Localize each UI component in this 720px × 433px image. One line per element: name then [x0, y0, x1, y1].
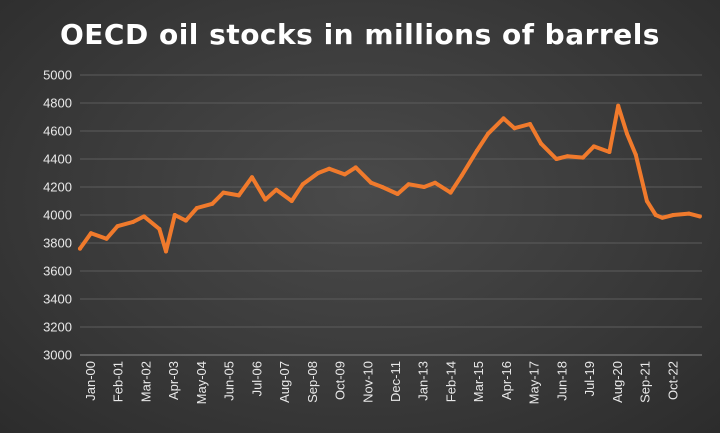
x-tick-label: Nov-10	[360, 361, 375, 403]
data-point	[274, 187, 279, 192]
data-point	[89, 231, 93, 236]
data-point	[142, 214, 146, 219]
y-tick-label: 3600	[43, 264, 72, 279]
data-point	[660, 215, 665, 220]
data-point	[580, 155, 585, 160]
x-tick-label: Apr-03	[166, 361, 181, 400]
y-tick-label: 4800	[43, 96, 72, 111]
y-tick-label: 4600	[43, 124, 72, 139]
x-tick-label: Dec-11	[388, 361, 403, 402]
data-point	[422, 185, 427, 189]
y-tick-label: 4000	[43, 208, 72, 223]
data-point	[210, 201, 215, 206]
data-point	[194, 206, 199, 210]
x-tick-label: Sep-21	[638, 361, 653, 403]
data-point	[475, 148, 479, 153]
x-tick-label: Sep-08	[305, 361, 320, 403]
data-point	[406, 182, 411, 187]
x-tick-label: Feb-01	[111, 361, 126, 402]
y-tick-label: 3200	[43, 320, 72, 335]
data-point	[104, 236, 109, 241]
data-point	[300, 182, 305, 187]
data-point	[697, 214, 702, 219]
x-tick-label: Oct-22	[665, 361, 680, 400]
y-axis-ticks: 5000 4800 4600 4400 4200 4000 3800 3600 3400 3200…	[43, 68, 72, 363]
data-point	[671, 213, 676, 217]
y-tick-label: 3000	[43, 348, 72, 363]
data-point	[448, 190, 453, 195]
data-point	[686, 211, 691, 216]
series-lines	[78, 103, 702, 254]
data-point	[157, 227, 162, 231]
data-point	[369, 180, 374, 185]
data-point	[633, 152, 638, 157]
data-point	[164, 249, 168, 254]
x-tick-label: Aug-07	[277, 361, 292, 403]
x-tick-label: Jun-18	[554, 361, 569, 401]
data-point	[554, 157, 559, 161]
data-point	[380, 185, 385, 189]
data-point	[501, 116, 506, 121]
x-tick-label: Jan-13	[416, 361, 431, 401]
data-point	[172, 213, 177, 217]
x-tick-label: Apr-16	[499, 361, 514, 400]
y-tick-label: 4400	[43, 152, 72, 167]
x-tick-label: May-17	[527, 361, 542, 404]
data-point	[289, 199, 294, 203]
x-tick-label: Mar-15	[471, 361, 486, 402]
data-point	[528, 122, 532, 126]
y-tick-label: 5000	[43, 68, 72, 83]
data-point	[616, 103, 621, 108]
x-axis-ticks: Jan-00 Feb-01 Mar-02 Apr-03 May-04 Jun-05 Jul-…	[83, 361, 680, 404]
data-point	[459, 173, 464, 178]
y-tick-label: 4200	[43, 180, 72, 195]
x-tick-label: Mar-02	[138, 361, 153, 402]
data-point	[130, 220, 135, 224]
data-point	[221, 190, 226, 195]
x-tick-label: Aug-20	[610, 361, 625, 403]
x-tick-label: May-04	[194, 361, 209, 404]
y-tick-label: 3800	[43, 236, 72, 251]
chart-title: OECD oil stocks in millions of barrels	[60, 18, 660, 51]
data-point	[625, 131, 629, 136]
data-point	[486, 131, 490, 136]
data-point	[512, 126, 517, 131]
y-tick-label: 3400	[43, 292, 72, 307]
data-point	[607, 150, 612, 154]
data-point	[353, 165, 358, 170]
data-point	[236, 193, 241, 198]
data-point	[591, 144, 596, 149]
x-tick-label: Jul-06	[249, 361, 264, 396]
data-point	[653, 213, 658, 217]
x-tick-label: Oct-09	[333, 361, 348, 400]
x-tick-label: Jun-05	[222, 361, 237, 401]
data-point	[263, 197, 268, 202]
data-point	[565, 154, 570, 159]
x-tick-label: Jul-19	[582, 361, 597, 396]
data-point	[395, 192, 400, 196]
data-point	[342, 172, 347, 177]
data-point	[433, 180, 438, 185]
data-point	[115, 224, 120, 229]
series-line	[78, 103, 702, 254]
data-point	[327, 166, 332, 171]
x-tick-label: Jan-00	[83, 361, 98, 401]
data-point	[183, 218, 188, 223]
data-point	[250, 175, 254, 180]
x-tick-label: Feb-14	[443, 361, 458, 402]
gridlines	[80, 74, 702, 356]
data-point	[539, 141, 543, 146]
data-point	[78, 246, 82, 251]
data-point	[644, 199, 649, 203]
data-point	[316, 171, 321, 175]
